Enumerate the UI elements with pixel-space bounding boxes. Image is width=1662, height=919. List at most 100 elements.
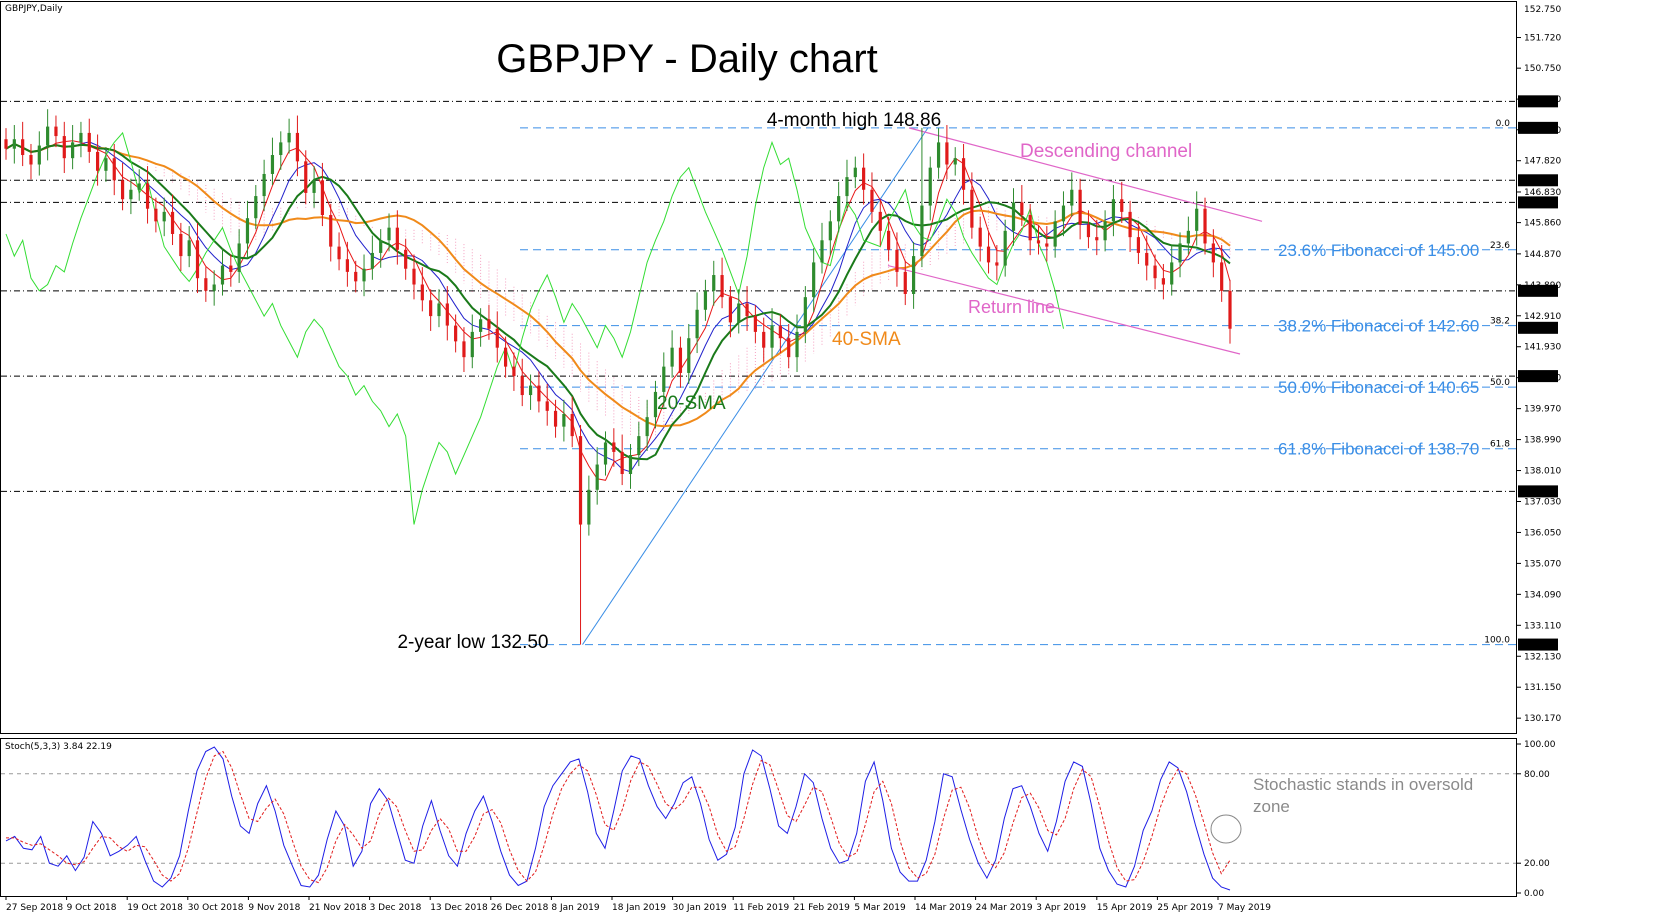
candle-body <box>820 240 824 263</box>
candle-body <box>29 155 33 165</box>
y-tick-label: 132.130 <box>1524 652 1561 662</box>
candle-body <box>878 211 882 231</box>
fib-level-label: 61.8% Fibonacci of 138.70 <box>1278 440 1479 459</box>
candle-body <box>887 230 891 250</box>
candle-body <box>429 300 433 317</box>
candle-body <box>745 303 749 317</box>
current-price-label: 142.529 <box>1520 324 1557 334</box>
candle-body <box>728 297 733 323</box>
oversold-circle <box>1210 814 1242 844</box>
candle-body <box>578 436 583 525</box>
candle-body <box>803 297 807 332</box>
y-tick-label: 137.030 <box>1524 497 1561 507</box>
candle-body <box>612 442 616 452</box>
candle-body <box>1178 243 1182 263</box>
x-tick-label: 25 Apr 2019 <box>1157 903 1213 913</box>
symbol-label: GBPJPY,Daily <box>5 4 63 14</box>
stochastic-layer: 100.00 80.00 20.00 0.00 <box>1 740 1556 899</box>
candle-body <box>762 331 766 348</box>
candle-body <box>387 227 391 241</box>
y-tick-label: 130.170 <box>1524 714 1561 724</box>
candle-body <box>995 262 999 266</box>
candle-body <box>953 158 957 165</box>
candle-body <box>828 221 832 241</box>
x-tick-label: 15 Apr 2019 <box>1097 903 1153 913</box>
candle-body <box>687 338 691 373</box>
candle-body <box>104 158 108 171</box>
x-tick-label: 30 Oct 2018 <box>188 903 244 913</box>
level-tag <box>1518 370 1558 383</box>
stoch-panel-frame <box>0 738 1517 897</box>
candle-body <box>470 331 474 358</box>
y-tick-label: 135.070 <box>1524 559 1561 569</box>
candle-body <box>837 196 841 222</box>
candle-body <box>1103 221 1107 241</box>
candle-body <box>71 142 75 159</box>
candle-body <box>637 436 641 456</box>
candle-body <box>337 246 341 260</box>
candle-body <box>21 139 25 156</box>
candle-body <box>379 240 383 253</box>
stoch-d-line <box>6 750 1231 884</box>
candle-body <box>778 325 782 339</box>
candle-body <box>1228 290 1232 329</box>
candle-body <box>54 126 58 137</box>
candle-body <box>1161 278 1165 285</box>
candle-body <box>395 227 399 250</box>
price-panel-frame <box>0 1 1517 734</box>
high-annotation: 4-month high 148.86 <box>767 110 941 131</box>
candle-body <box>570 414 574 437</box>
y-tick-label: 133.110 <box>1524 621 1561 631</box>
candle-body <box>520 376 524 396</box>
candle-body <box>1078 189 1082 225</box>
sma40-line <box>5 142 1231 428</box>
candle-body <box>545 401 549 411</box>
tenkan-line <box>5 140 1231 481</box>
candle-body <box>936 142 941 168</box>
level-tag <box>1518 485 1558 498</box>
y-tick-label: 151.720 <box>1524 34 1561 44</box>
x-tick-label: 3 Dec 2018 <box>370 903 422 913</box>
x-tick-label: 11 Feb 2019 <box>733 903 789 913</box>
candle-body <box>229 265 233 272</box>
candle-body <box>412 268 416 285</box>
y-tick-label: 146.830 <box>1524 188 1561 198</box>
candle-body <box>870 189 874 212</box>
candle-body <box>354 271 358 282</box>
candle-body <box>512 366 516 377</box>
candle-body <box>903 271 907 294</box>
y-tick-label: 136.050 <box>1524 528 1561 538</box>
sma20-annotation: 20-SMA <box>657 393 726 414</box>
x-tick-label: 3 Apr 2019 <box>1036 903 1086 913</box>
channel-lower-line <box>887 264 1241 355</box>
candle-body <box>1086 224 1091 238</box>
candle-body <box>978 227 982 247</box>
x-tick-label: 27 Sep 2018 <box>6 903 63 913</box>
y-tick-label: 150.750 <box>1524 64 1561 74</box>
candle-body <box>137 183 141 190</box>
candle-body <box>204 278 208 291</box>
candle-body <box>120 180 125 200</box>
y-tick-label: 147.820 <box>1524 157 1561 167</box>
candle-body <box>254 196 258 219</box>
candle-body <box>812 262 816 298</box>
x-tick-label: 14 Mar 2019 <box>915 903 972 913</box>
x-tick-label: 18 Jan 2019 <box>612 903 666 913</box>
candle-body <box>495 328 499 348</box>
time-axis: 27 Sep 2018 9 Oct 2018 19 Oct 2018 30 Oct 2… <box>5 896 1271 913</box>
return-line-annotation: Return line <box>968 297 1055 317</box>
candle-body <box>4 139 8 149</box>
candle-body <box>295 132 300 162</box>
candle-body <box>479 319 483 332</box>
stoch-note-line2: zone <box>1253 797 1290 816</box>
y-tick-label: 138.990 <box>1524 436 1561 446</box>
candle-body <box>695 309 699 339</box>
candle-body <box>187 240 191 257</box>
candle-body <box>645 417 649 437</box>
candle-body <box>911 256 916 294</box>
candle-body <box>1211 243 1215 263</box>
candle-body <box>603 442 608 465</box>
candle-body <box>1170 262 1174 285</box>
candle-body <box>787 338 791 358</box>
candle-body <box>770 325 774 348</box>
